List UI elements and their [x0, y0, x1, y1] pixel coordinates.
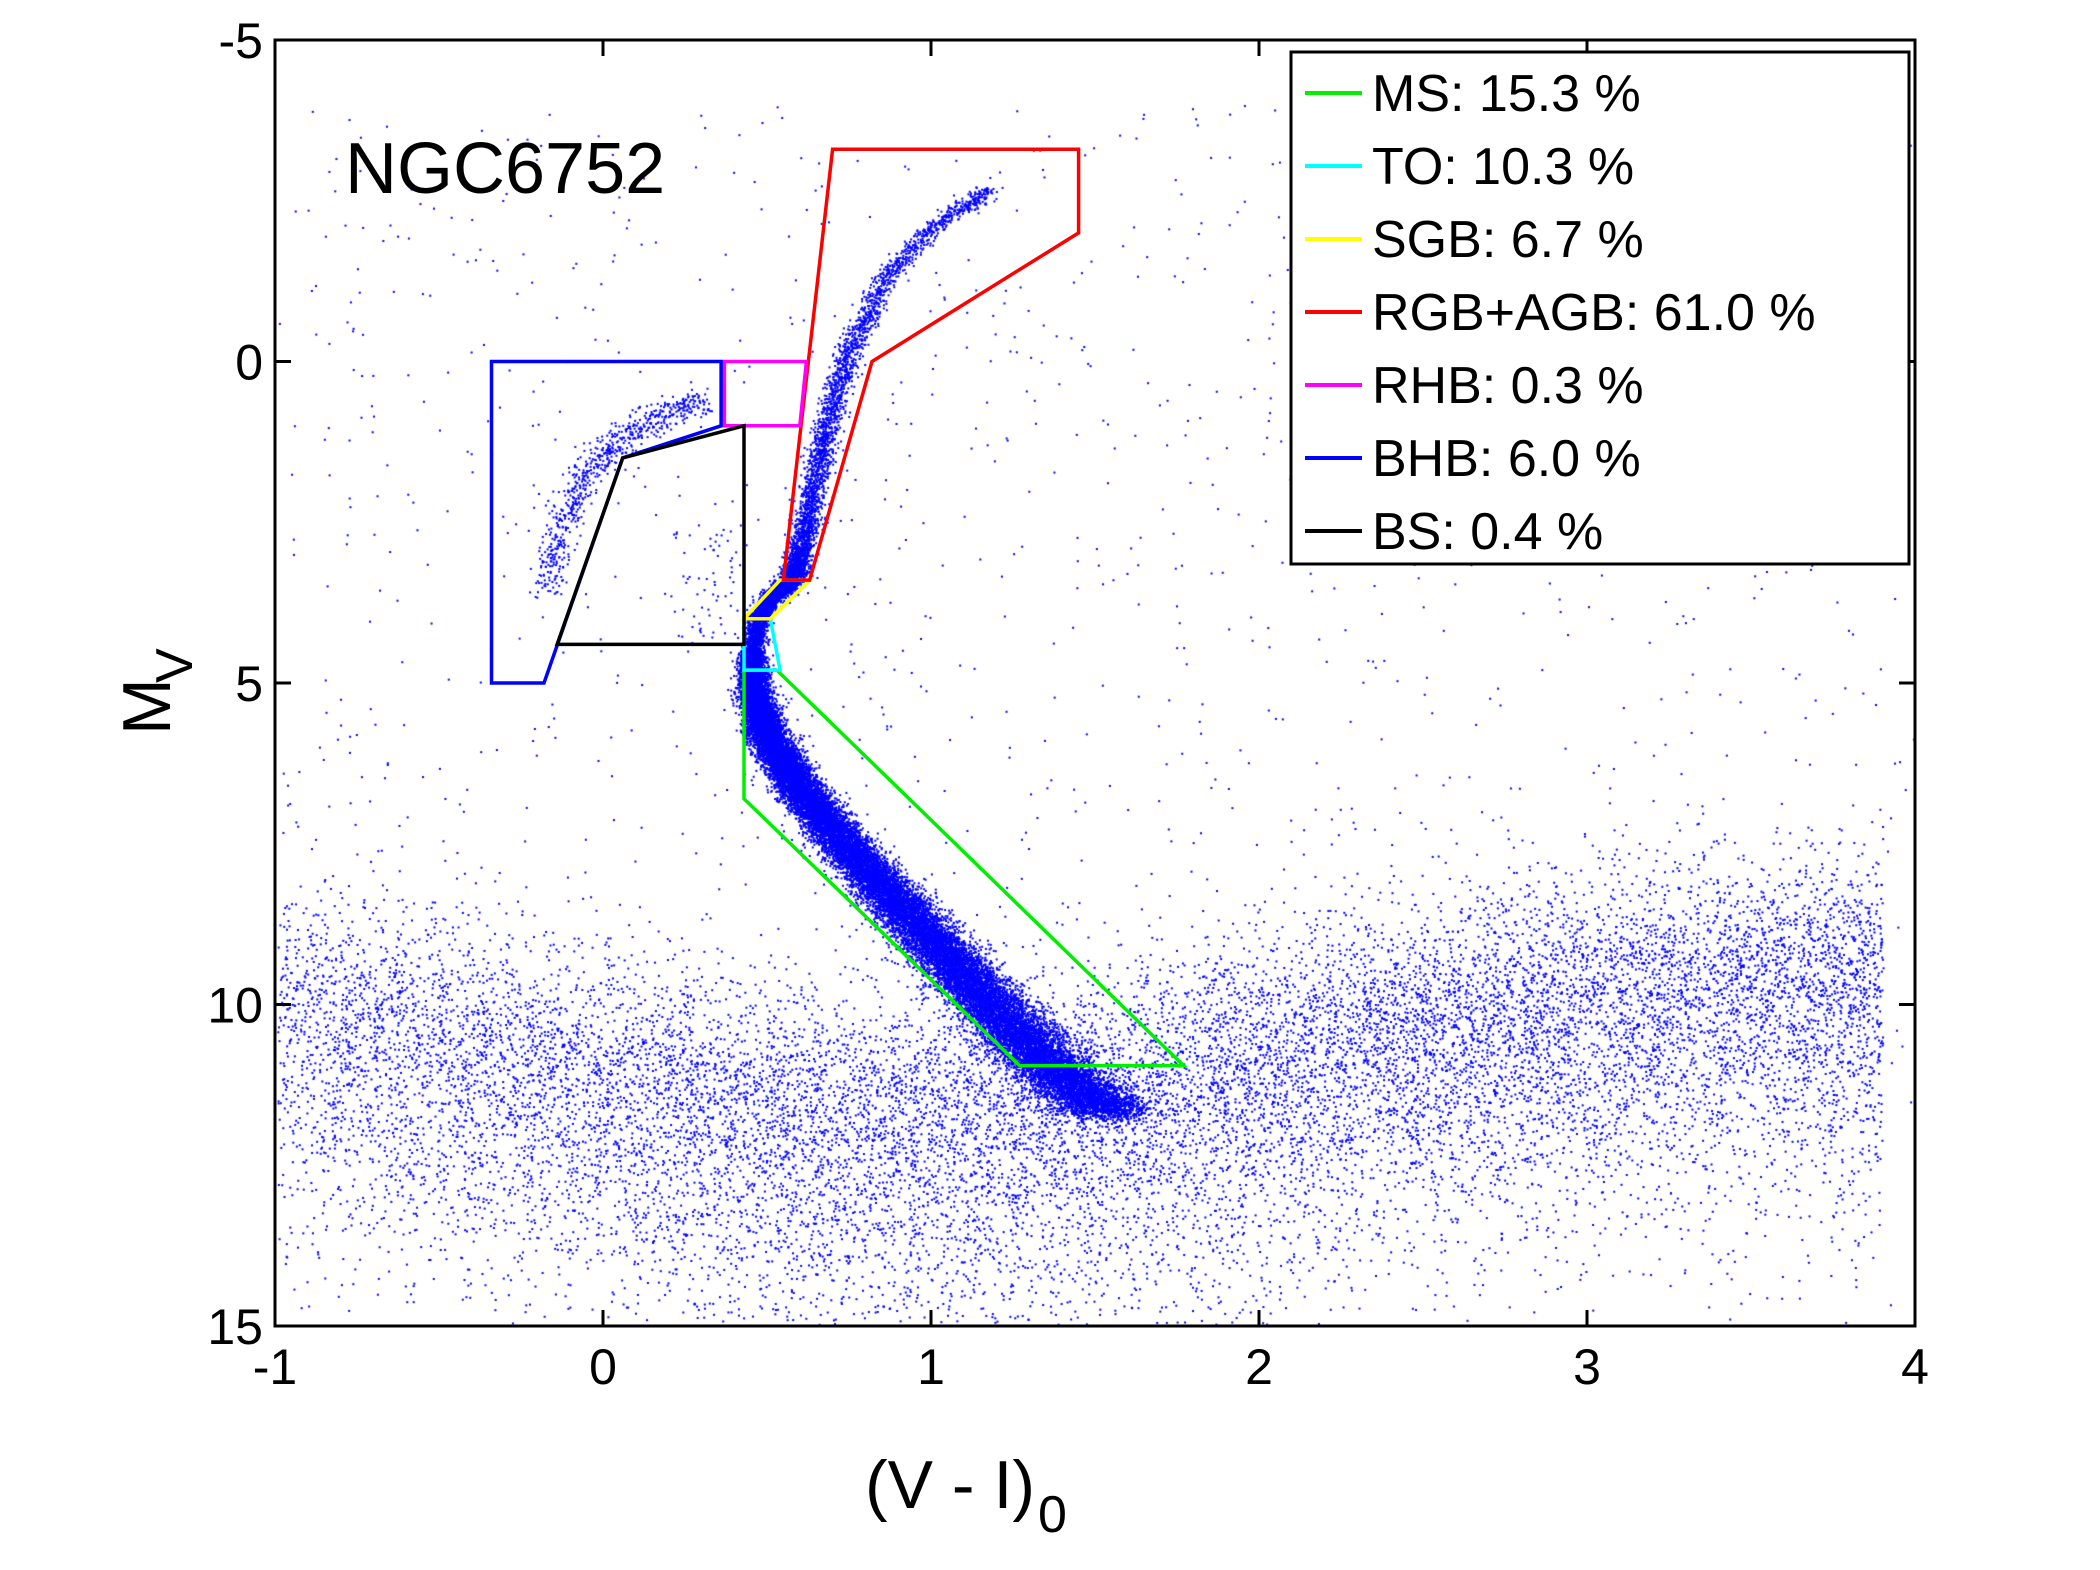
region-outline-sgb: [739, 578, 814, 621]
x-tick-label: 0: [589, 1339, 617, 1395]
y-axis-label-subscript: V: [146, 648, 204, 683]
legend-label-ms: MS: 15.3 %: [1372, 65, 1641, 123]
region-outline-rgb-agb: [781, 147, 1081, 582]
x-axis-label: (V - I): [865, 1447, 1035, 1523]
legend-label-bs: BS: 0.4 %: [1372, 503, 1603, 561]
x-axis-label-subscript: 0: [1038, 1486, 1067, 1544]
legend-label-rgb-agb: RGB+AGB: 61.0 %: [1372, 284, 1816, 342]
region-outline-bs: [554, 423, 746, 647]
y-axis-label: M: [109, 678, 185, 735]
legend-label-rhb: RHB: 0.3 %: [1372, 357, 1644, 415]
cluster-name-label: NGC6752: [345, 129, 665, 209]
x-tick-label: 4: [1901, 1339, 1929, 1395]
region-outline-bhb: [489, 359, 723, 685]
y-tick-label: 10: [207, 978, 263, 1034]
x-tick-label: 2: [1245, 1339, 1273, 1395]
region-outlines: [489, 147, 1188, 1068]
y-axis-label-group: M V: [109, 648, 204, 735]
region-outline-rhb: [722, 359, 809, 428]
region-outline-ms: [742, 668, 1188, 1068]
x-tick-label: 1: [917, 1339, 945, 1395]
region-outline-to: [742, 616, 783, 672]
legend-label-to: TO: 10.3 %: [1372, 138, 1634, 196]
x-tick-label: -1: [253, 1339, 297, 1395]
x-tick-label: 3: [1573, 1339, 1601, 1395]
y-tick-label: 0: [235, 335, 263, 391]
legend-label-bhb: BHB: 6.0 %: [1372, 430, 1641, 488]
axis-ticks: -1 0 1 2 3 4 -5 0 5 10 15: [207, 13, 1929, 1395]
legend: MS: 15.3 % TO: 10.3 % SGB: 6.7 % RGB+AGB: 6…: [1289, 50, 1911, 566]
y-tick-label: 5: [235, 656, 263, 712]
legend-label-sgb: SGB: 6.7 %: [1372, 211, 1644, 269]
y-tick-label: -5: [219, 13, 263, 69]
legend-box: [1289, 50, 1911, 566]
y-tick-label: 15: [207, 1299, 263, 1355]
